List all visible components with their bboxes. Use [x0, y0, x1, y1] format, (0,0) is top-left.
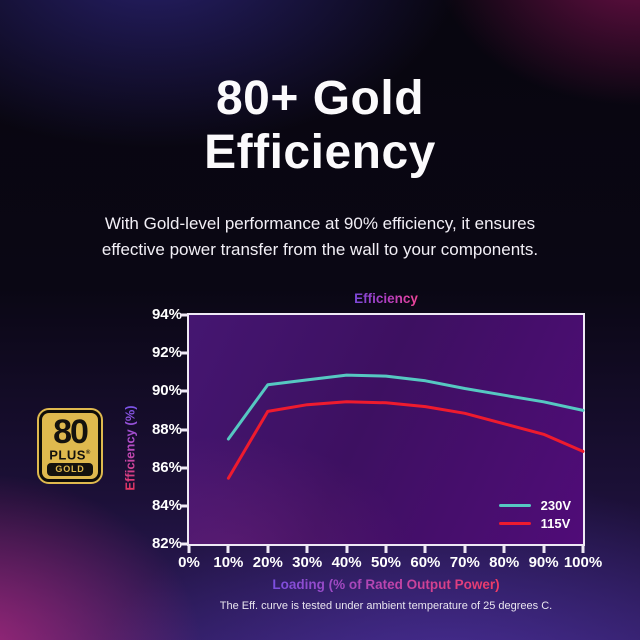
- chart-legend: 230V 115V: [498, 498, 571, 531]
- x-tick-label: 70%: [449, 554, 480, 571]
- y-tick-label: 86%: [151, 458, 182, 476]
- x-tick-mark: [226, 546, 230, 553]
- x-tick-label: 60%: [410, 554, 441, 571]
- page-title: 80+ Gold Efficiency: [0, 72, 640, 180]
- registered-trademark-mark: ®: [85, 449, 91, 456]
- x-tick-mark: [502, 546, 506, 553]
- y-tick-label: 90%: [151, 382, 182, 400]
- y-axis-tick-labels: 94% 92% 90% 88% 86% 84% 82%: [116, 306, 182, 552]
- x-tick-label: 30%: [292, 554, 323, 571]
- x-tick-mark: [542, 546, 546, 553]
- x-tick-label: 40%: [331, 554, 362, 571]
- badge-number: 80: [53, 412, 89, 451]
- 80plus-gold-badge-face: 80 PLUS® GOLD: [42, 413, 98, 479]
- y-tick-label: 92%: [151, 344, 182, 362]
- x-axis-title-text: Loading (% of Rated Output Power): [272, 577, 500, 592]
- x-tick-label: 50%: [370, 554, 402, 571]
- page-subtitle: With Gold-level performance at 90% effic…: [0, 211, 640, 263]
- x-tick-mark: [305, 546, 309, 553]
- x-tick-mark: [423, 546, 427, 553]
- x-tick-label: 20%: [252, 554, 283, 571]
- x-tick-mark: [384, 546, 388, 553]
- y-tick-label: 88%: [151, 420, 182, 438]
- plot-area: 230V 115V: [180, 313, 585, 553]
- x-tick-mark: [463, 546, 467, 553]
- legend-swatch: [498, 521, 531, 526]
- legend-swatch: [498, 503, 531, 508]
- legend-label: 115V: [540, 516, 571, 531]
- x-tick-label: 10%: [213, 554, 244, 571]
- y-tick-mark: [180, 313, 187, 317]
- badge-tier-pill: GOLD: [47, 463, 93, 477]
- series-line-115V: [226, 400, 585, 480]
- y-tick-label: 84%: [151, 496, 182, 514]
- subtitle-line1: With Gold-level performance at 90% effic…: [104, 214, 536, 233]
- x-tick-mark: [266, 546, 270, 553]
- x-axis-title: Loading (% of Rated Output Power): [187, 577, 585, 592]
- 80plus-gold-badge: 80 PLUS® GOLD: [37, 408, 103, 484]
- legend-label: 230V: [540, 498, 571, 513]
- badge-plus-label: PLUS®: [49, 447, 91, 461]
- y-tick-label: 82%: [151, 535, 182, 552]
- series-line-230V: [226, 373, 585, 441]
- chart-title-text: Efficiency: [354, 291, 418, 306]
- efficiency-line-chart: [226, 373, 585, 480]
- y-tick-mark: [180, 466, 187, 470]
- y-tick-mark: [180, 351, 187, 355]
- x-tick-mark: [581, 546, 585, 553]
- x-tick-mark: [345, 546, 349, 553]
- badge-plus-text: PLUS: [49, 447, 86, 463]
- chart-footnote: The Eff. curve is tested under ambient t…: [219, 600, 553, 612]
- legend-item-230V: 230V: [498, 498, 571, 513]
- y-tick-mark: [180, 542, 187, 546]
- x-tick-label: 80%: [489, 554, 520, 571]
- y-tick-label: 94%: [151, 306, 182, 323]
- page-title-line1: 80+ Gold: [215, 72, 425, 125]
- chart-title: Efficiency: [187, 291, 585, 306]
- y-tick-mark: [180, 504, 187, 508]
- legend-item-115V: 115V: [498, 516, 571, 531]
- y-tick-mark: [180, 389, 187, 393]
- y-tick-mark: [180, 428, 187, 431]
- page-title-line2: Efficiency: [204, 126, 436, 179]
- x-tick-label: 100%: [563, 554, 603, 571]
- x-tick-mark: [187, 546, 191, 553]
- x-tick-label: 0%: [178, 554, 200, 571]
- subtitle-line2: effective power transfer from the wall t…: [101, 240, 539, 259]
- x-axis-tick-labels: 0% 10% 20% 30% 40% 50% 60% 70% 80% 90% 100%: [178, 554, 602, 574]
- x-tick-label: 90%: [528, 554, 559, 571]
